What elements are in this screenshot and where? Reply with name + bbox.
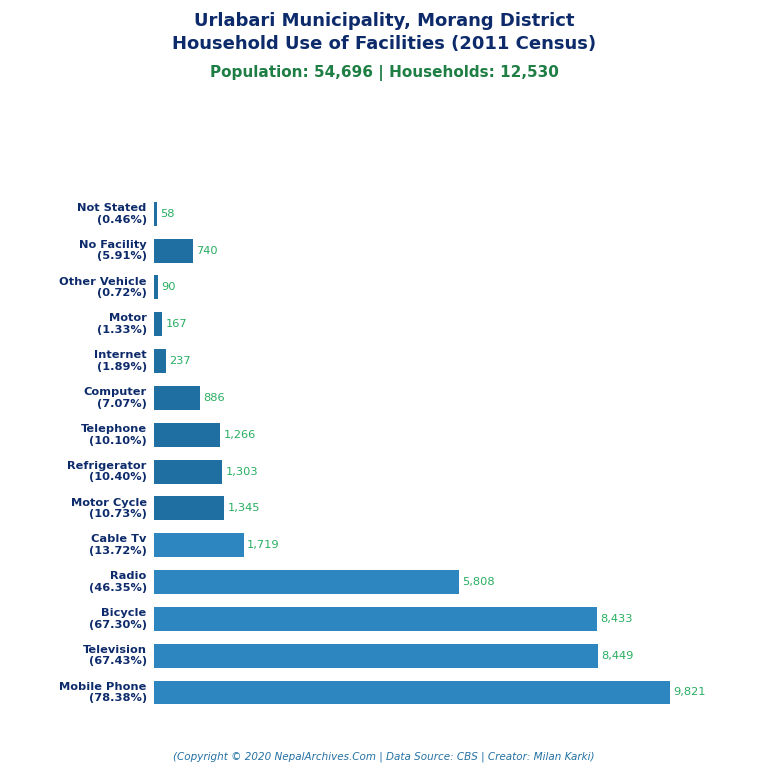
- Bar: [154, 607, 598, 631]
- Text: 58: 58: [160, 209, 174, 219]
- Bar: [154, 386, 200, 410]
- Text: 8,433: 8,433: [601, 614, 633, 624]
- Bar: [154, 680, 670, 704]
- Text: Household Use of Facilities (2011 Census): Household Use of Facilities (2011 Census…: [172, 35, 596, 52]
- Text: 886: 886: [204, 393, 225, 403]
- Bar: [154, 459, 222, 484]
- Text: (Copyright © 2020 NepalArchives.Com | Data Source: CBS | Creator: Milan Karki): (Copyright © 2020 NepalArchives.Com | Da…: [174, 751, 594, 762]
- Text: 740: 740: [196, 246, 217, 256]
- Bar: [154, 239, 193, 263]
- Text: 9,821: 9,821: [674, 687, 706, 697]
- Bar: [154, 422, 220, 447]
- Text: 1,266: 1,266: [223, 430, 256, 440]
- Bar: [154, 644, 598, 667]
- Text: 167: 167: [166, 319, 187, 329]
- Text: 1,719: 1,719: [247, 540, 280, 550]
- Text: 8,449: 8,449: [601, 650, 634, 660]
- Bar: [154, 313, 162, 336]
- Text: 1,303: 1,303: [225, 466, 258, 476]
- Text: 5,808: 5,808: [462, 577, 495, 587]
- Text: Population: 54,696 | Households: 12,530: Population: 54,696 | Households: 12,530: [210, 65, 558, 81]
- Text: 237: 237: [169, 356, 191, 366]
- Bar: [154, 202, 157, 226]
- Text: Urlabari Municipality, Morang District: Urlabari Municipality, Morang District: [194, 12, 574, 29]
- Bar: [154, 276, 158, 300]
- Bar: [154, 496, 224, 521]
- Bar: [154, 570, 459, 594]
- Bar: [154, 533, 244, 557]
- Bar: [154, 349, 166, 373]
- Text: 1,345: 1,345: [227, 503, 260, 513]
- Text: 90: 90: [161, 283, 176, 293]
